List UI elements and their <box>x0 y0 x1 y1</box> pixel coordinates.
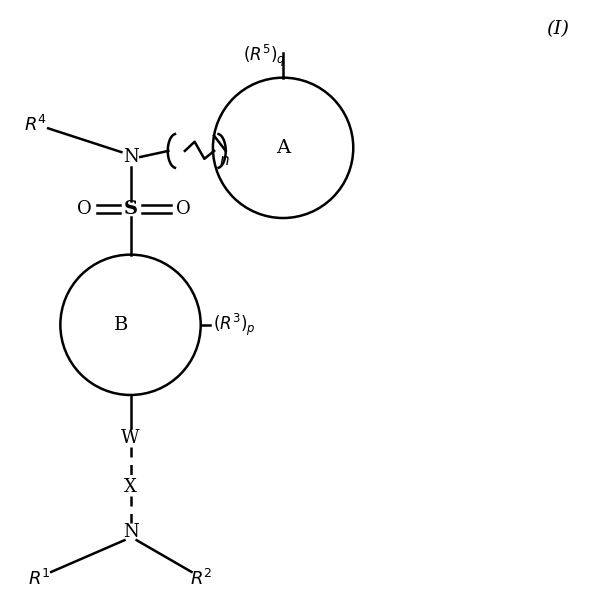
Text: O: O <box>77 200 92 218</box>
Text: $n$: $n$ <box>218 154 229 168</box>
Text: S: S <box>124 200 138 218</box>
Text: $R^2$: $R^2$ <box>190 569 213 589</box>
Text: A: A <box>276 139 290 157</box>
Text: $(R^3)_p$: $(R^3)_p$ <box>213 311 256 338</box>
Text: $R^1$: $R^1$ <box>28 569 50 589</box>
Text: $(R^5)_q$: $(R^5)_q$ <box>244 43 286 69</box>
Text: O: O <box>176 200 191 218</box>
Text: $R^4$: $R^4$ <box>25 115 47 135</box>
Text: B: B <box>114 316 129 334</box>
Text: W: W <box>121 428 140 447</box>
Text: X: X <box>124 478 137 495</box>
Text: (I): (I) <box>546 20 569 38</box>
Text: N: N <box>122 524 138 541</box>
Text: N: N <box>122 148 138 166</box>
